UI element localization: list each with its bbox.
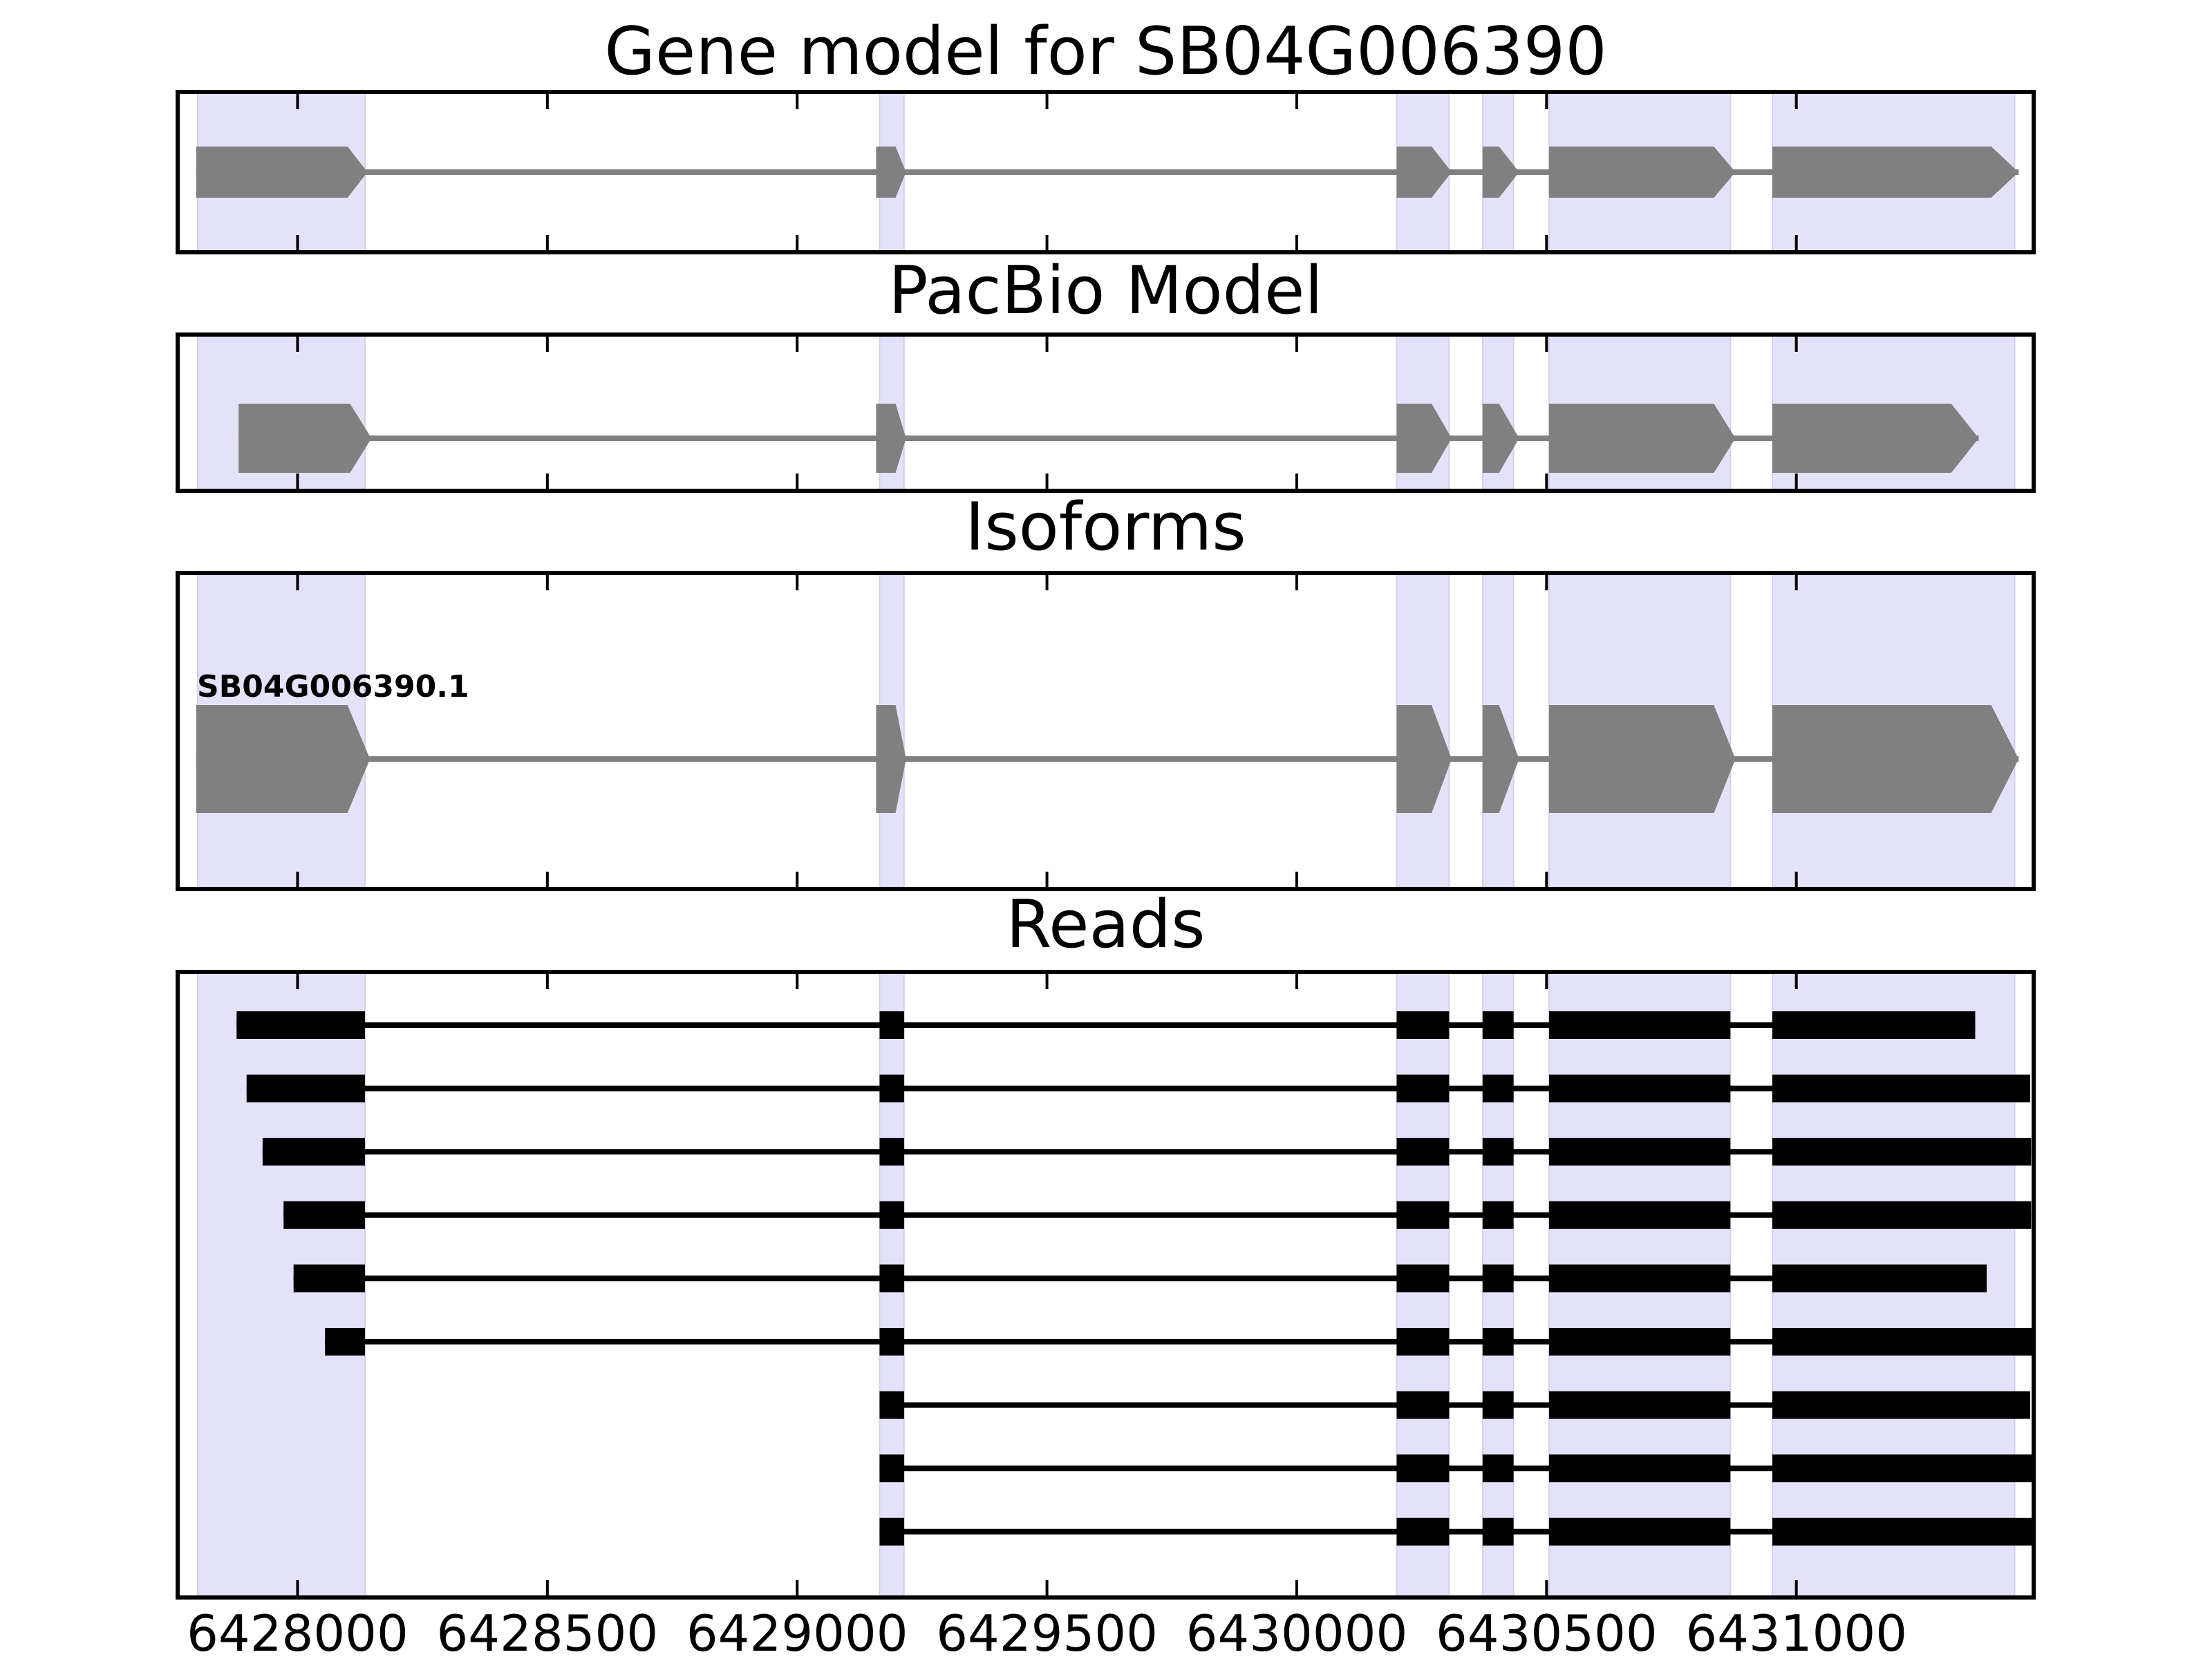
panel-isoforms: SB04G006390.1 Isoforms [176, 489, 2036, 891]
read-exon-block [1548, 1328, 1731, 1356]
read-exon-block [1482, 1011, 1514, 1039]
exon-arrow [238, 404, 372, 473]
read-exon-block [879, 1011, 904, 1039]
read-exon-block [1482, 1391, 1514, 1419]
read-exon-block [1772, 1454, 2034, 1483]
read-exon-block [1772, 1391, 2030, 1419]
read-exon-block [879, 1328, 904, 1356]
panel-gene-model: Gene model for SB04G006390 [176, 14, 2036, 254]
read-exon-block [1548, 1517, 1731, 1546]
panel-border [176, 332, 2036, 493]
exon-arrow [196, 147, 368, 198]
axis-tick-label: 6428000 [187, 1604, 409, 1659]
read-exon-block [1396, 1454, 1450, 1483]
panel-title-gene-model: Gene model for SB04G006390 [604, 14, 1606, 90]
read-exon-block [283, 1201, 366, 1229]
read-exon-block [262, 1138, 366, 1166]
exon-arrow [876, 404, 906, 473]
read-exon-block [1772, 1517, 2033, 1546]
panel-title-isoforms: Isoforms [965, 489, 1246, 565]
panel-border [176, 970, 2036, 1600]
read-exon-block [325, 1328, 366, 1356]
read-exon-block [879, 1391, 904, 1419]
exon-arrow [1772, 147, 2019, 198]
read-exon-block [1772, 1201, 2032, 1229]
exon-arrow [1396, 705, 1452, 813]
read-exon-block [1548, 1138, 1731, 1166]
axis-tick-label: 6430000 [1186, 1604, 1408, 1659]
read-exon-block [879, 1074, 904, 1103]
read-exon-block [1548, 1074, 1731, 1103]
read-exon-block [1482, 1201, 1514, 1229]
read-exon-block [1548, 1264, 1731, 1293]
read-exon-block [879, 1138, 904, 1166]
exon-arrow [1396, 147, 1452, 198]
read-exon-block [1482, 1328, 1514, 1356]
axis-tick-label: 6429000 [686, 1604, 908, 1659]
exon-arrow [196, 705, 371, 813]
axis-tick-label: 6431000 [1685, 1604, 1907, 1659]
panel-title-pacbio-model: PacBio Model [888, 253, 1323, 329]
exon-arrow [1772, 705, 2019, 813]
read-exon-block [1482, 1517, 1514, 1546]
axis-tick-label: 6429500 [936, 1604, 1158, 1659]
read-exon-block [1772, 1074, 2030, 1103]
read-exon-block [246, 1074, 366, 1103]
panel-border [176, 90, 2036, 254]
read-exon-block [1396, 1138, 1450, 1166]
axis-tick-label: 6430500 [1436, 1604, 1658, 1659]
read-exon-block [1548, 1391, 1731, 1419]
read-exon-block [879, 1201, 904, 1229]
isoform-label: SB04G006390.1 [197, 669, 469, 704]
read-exon-block [1396, 1517, 1450, 1546]
read-exon-block [1772, 1011, 1976, 1039]
read-exon-block [1772, 1138, 2032, 1166]
exon-arrow [876, 147, 906, 198]
read-exon-block [1548, 1201, 1731, 1229]
read-exon-block [1396, 1011, 1450, 1039]
read-exon-block [1482, 1138, 1514, 1166]
read-exon-block [293, 1264, 366, 1293]
axis-tick-label: 6428500 [436, 1604, 658, 1659]
panel-pacbio-model: PacBio Model [176, 253, 2036, 493]
read-exon-block [1548, 1454, 1731, 1483]
read-exon-block [879, 1517, 904, 1546]
panel-title-reads: Reads [1006, 887, 1205, 963]
exon-arrow [876, 705, 906, 813]
read-exon-block [1396, 1201, 1450, 1229]
read-exon-block [1396, 1264, 1450, 1293]
exon-arrow [1548, 147, 1736, 198]
read-exon-block [1482, 1264, 1514, 1293]
read-exon-block [1548, 1011, 1731, 1039]
exon-arrow [1482, 705, 1519, 813]
read-exon-block [1482, 1074, 1514, 1103]
read-exon-block [879, 1264, 904, 1293]
read-exon-block [1396, 1391, 1450, 1419]
exon-arrow [1772, 404, 1979, 473]
read-exon-block [1772, 1264, 1987, 1293]
panel-border [176, 571, 2036, 891]
read-exon-block [1482, 1454, 1514, 1483]
read-exon-block [879, 1454, 904, 1483]
exon-arrow [1482, 404, 1519, 473]
read-exon-block [1396, 1328, 1450, 1356]
read-exon-block [1396, 1074, 1450, 1103]
read-exon-block [1772, 1328, 2034, 1356]
read-exon-block [236, 1011, 366, 1039]
exon-arrow [1548, 404, 1736, 473]
exon-arrow [1396, 404, 1452, 473]
exon-arrow [1548, 705, 1736, 813]
exon-arrow [1482, 147, 1519, 198]
panel-reads: Reads [176, 887, 2036, 1600]
